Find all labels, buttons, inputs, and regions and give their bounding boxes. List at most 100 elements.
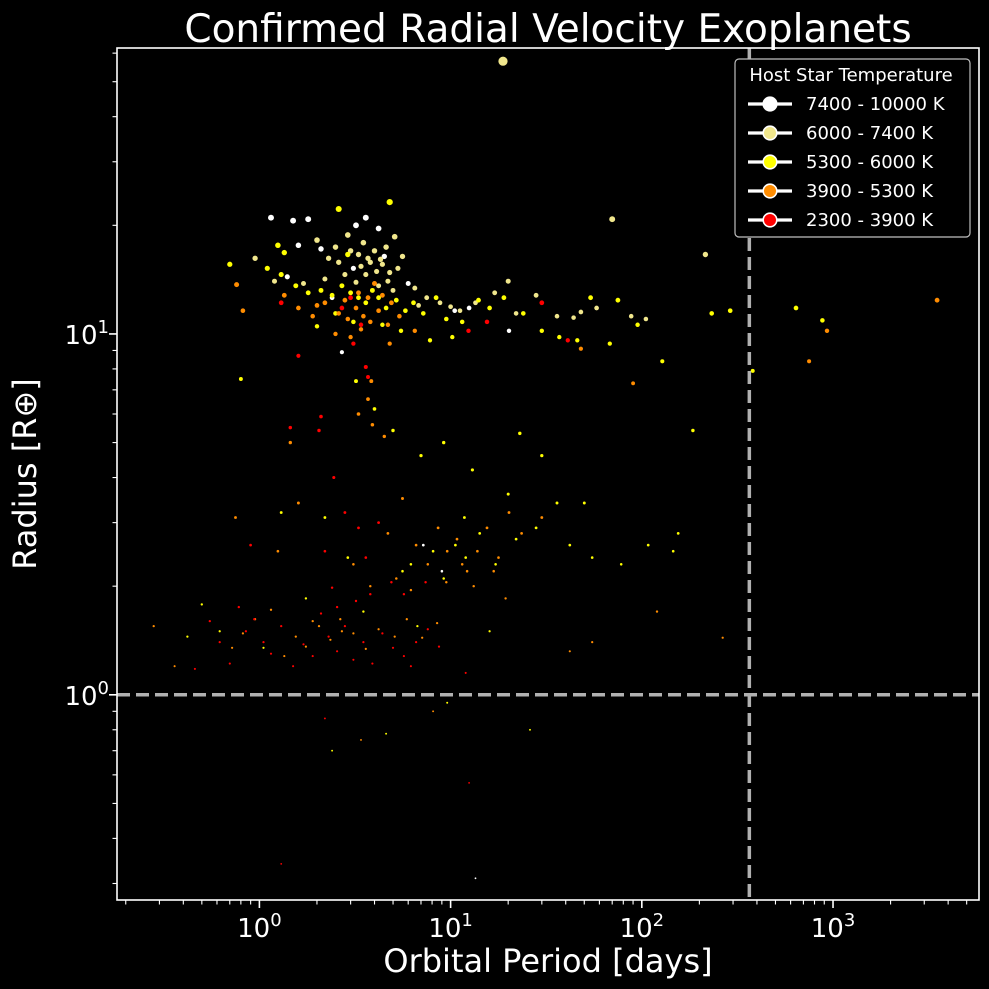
data-point — [262, 641, 265, 644]
data-point — [269, 608, 273, 611]
data-point — [676, 532, 680, 535]
data-point — [421, 636, 424, 639]
data-point — [371, 248, 378, 254]
data-point — [460, 563, 464, 566]
data-point — [466, 328, 471, 334]
data-point — [395, 265, 401, 271]
data-point — [671, 549, 675, 553]
data-point — [375, 225, 382, 232]
data-point — [186, 635, 189, 638]
data-point — [335, 605, 339, 609]
data-point — [377, 628, 380, 631]
data-point — [498, 56, 508, 66]
data-point — [227, 261, 233, 267]
data-point — [391, 233, 398, 240]
legend-label: 5300 - 6000 K — [806, 152, 934, 173]
data-point — [505, 278, 511, 284]
data-point — [575, 338, 580, 343]
data-point — [539, 328, 545, 334]
plot-frame — [116, 47, 980, 901]
data-point — [368, 319, 373, 325]
data-point — [529, 728, 531, 731]
data-point — [540, 453, 544, 458]
data-point — [319, 612, 323, 615]
data-point — [280, 624, 283, 628]
data-point — [234, 516, 237, 519]
data-point — [314, 324, 320, 329]
data-point — [420, 311, 426, 316]
data-point — [332, 244, 339, 250]
data-point — [436, 526, 440, 530]
data-point — [262, 646, 265, 649]
data-point — [440, 569, 444, 573]
data-point — [470, 468, 474, 472]
data-point — [721, 636, 724, 639]
data-point — [485, 526, 489, 530]
data-point — [409, 563, 413, 566]
data-point — [322, 276, 328, 282]
data-point — [398, 328, 404, 334]
data-point — [329, 638, 332, 641]
data-point — [504, 597, 507, 600]
data-point — [339, 618, 342, 621]
data-point — [372, 407, 377, 411]
data-point — [426, 628, 429, 631]
legend-marker — [762, 212, 778, 228]
data-point — [631, 381, 636, 386]
data-point — [352, 658, 355, 661]
data-point — [228, 662, 231, 665]
legend-entries: 7400 - 10000 K 6000 - 7400 K 5300 - 6000 K… — [748, 94, 946, 231]
data-point — [294, 635, 297, 638]
data-point — [369, 379, 374, 384]
data-point — [323, 516, 327, 519]
legend-entry: 6000 - 7400 K — [748, 123, 934, 144]
data-point — [390, 581, 393, 584]
data-point — [355, 251, 362, 258]
data-point — [379, 292, 385, 298]
data-point — [342, 297, 348, 303]
data-point — [824, 328, 830, 334]
data-point — [278, 300, 284, 306]
data-point — [358, 263, 364, 269]
data-point — [421, 543, 425, 547]
y-axis-label: Radius [R⊕] — [6, 378, 44, 569]
data-point — [336, 650, 339, 653]
data-point — [314, 237, 320, 243]
data-point — [412, 328, 418, 334]
data-point — [296, 353, 301, 358]
data-point — [342, 272, 348, 278]
data-point — [319, 414, 323, 419]
data-point — [381, 632, 384, 635]
data-point — [330, 586, 334, 589]
data-point — [353, 222, 359, 229]
data-point — [348, 334, 353, 340]
data-point — [405, 618, 408, 621]
data-point — [555, 501, 559, 505]
data-point — [333, 331, 338, 337]
legend-label: 7400 - 10000 K — [806, 94, 946, 115]
data-point — [487, 305, 492, 311]
data-point — [416, 624, 419, 628]
data-point — [296, 305, 301, 311]
data-point — [432, 710, 435, 713]
data-point — [615, 297, 621, 303]
data-point — [379, 261, 386, 267]
data-point — [376, 295, 381, 301]
data-point — [750, 368, 755, 373]
legend-entry: 3900 - 5300 K — [748, 181, 934, 202]
data-point — [234, 282, 240, 288]
data-point — [244, 630, 248, 633]
data-point — [377, 521, 380, 524]
data-point — [382, 434, 386, 439]
data-point — [565, 338, 570, 343]
legend: Host Star Temperature 7400 - 10000 K 6000… — [734, 58, 971, 238]
data-point — [557, 334, 562, 340]
data-point — [484, 319, 490, 325]
points-layer — [152, 56, 940, 880]
data-point — [462, 516, 466, 519]
legend-label: 6000 - 7400 K — [806, 123, 934, 144]
x-tick-label: 103 — [811, 910, 856, 944]
data-point — [793, 305, 799, 311]
data-point — [409, 665, 412, 668]
data-point — [934, 297, 940, 303]
